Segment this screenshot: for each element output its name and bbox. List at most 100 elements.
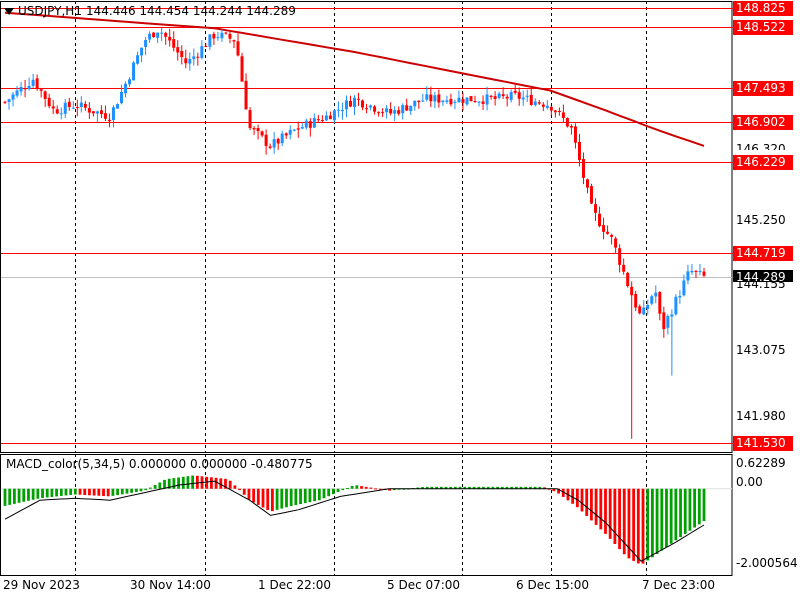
- candle-body: [541, 104, 545, 107]
- macd-histogram-bar: [496, 486, 499, 489]
- candle-body: [156, 32, 160, 38]
- macd-histogram-bar: [111, 488, 115, 496]
- macd-histogram-bar: [650, 488, 654, 558]
- candle-body: [107, 119, 111, 122]
- macd-caption: MACD_color(5,34,5) 0.000000 0.000000 -0.…: [6, 457, 313, 471]
- macd-histogram-bar: [233, 485, 237, 489]
- macd-histogram-bar: [444, 486, 448, 489]
- macd-histogram-bar: [575, 488, 579, 508]
- ohlc-values: 144.446 144.454 144.244 144.289: [85, 4, 296, 18]
- macd-histogram-bar: [364, 486, 368, 489]
- candle-body: [115, 104, 119, 109]
- candle-body: [698, 270, 702, 272]
- macd-histogram-bar: [378, 488, 382, 490]
- macd-histogram-bar: [238, 488, 241, 491]
- macd-histogram-bar: [289, 488, 293, 507]
- candle-body: [320, 120, 324, 122]
- candle-body: [594, 204, 598, 213]
- candle-body: [248, 110, 252, 129]
- candle-body: [336, 109, 340, 111]
- main-chart-frame: [0, 1, 733, 453]
- macd-histogram-bar: [416, 487, 420, 489]
- main-chart-caption: USDJPY,H1 144.446 144.454 144.244 144.28…: [4, 4, 296, 18]
- candle-body: [385, 108, 389, 113]
- candle-body: [252, 128, 256, 130]
- candle-body: [200, 46, 204, 58]
- candle-body: [397, 110, 401, 114]
- time-label-0: 29 Nov 2023: [3, 578, 80, 592]
- candle-body: [188, 59, 192, 64]
- macd-histogram-bar: [435, 486, 438, 489]
- macd-histogram-bar: [299, 488, 302, 505]
- candle-body: [682, 280, 686, 296]
- level-label-141530: 141.530: [733, 436, 793, 451]
- macd-histogram-bar: [585, 488, 589, 516]
- macd-histogram-bar: [514, 486, 518, 489]
- macd-histogram-bar: [543, 487, 546, 489]
- macd-histogram-bar: [252, 488, 256, 503]
- candle-body: [549, 106, 553, 111]
- candle-body: [168, 36, 172, 41]
- tick-label-141980: 141.980: [733, 409, 793, 424]
- candle-body: [505, 96, 509, 99]
- macd-histogram-bar: [599, 488, 603, 530]
- macd-histogram-bar: [219, 478, 223, 489]
- candle-body: [461, 99, 465, 103]
- candle-body: [690, 270, 694, 273]
- candle-body: [529, 94, 533, 105]
- candle-body: [561, 112, 565, 118]
- macd-histogram-bar: [674, 488, 678, 541]
- candle-body: [678, 295, 682, 298]
- macd-histogram-bar: [510, 486, 514, 489]
- candle-body: [87, 108, 91, 113]
- macd-histogram-bar: [139, 488, 143, 492]
- candle-body: [433, 95, 437, 102]
- time-label-2: 1 Dec 22:00: [258, 578, 332, 592]
- macd-histogram-bar: [205, 476, 209, 489]
- candle-body: [365, 108, 369, 110]
- macd-histogram-bar: [702, 488, 706, 522]
- macd-histogram-bar: [355, 485, 359, 489]
- macd-histogram-bar: [228, 480, 232, 489]
- candle-body: [136, 55, 140, 64]
- candle-body: [413, 100, 417, 107]
- macd-histogram-bar: [571, 488, 575, 504]
- candle-body: [3, 101, 7, 103]
- macd-histogram-bar: [669, 488, 673, 544]
- candle-body: [457, 97, 461, 103]
- macd-histogram-bar: [116, 488, 119, 496]
- candle-body: [377, 112, 381, 114]
- macd-histogram-bar: [308, 488, 312, 503]
- collapse-triangle-icon[interactable]: [4, 7, 14, 15]
- macd-histogram-bar: [181, 476, 185, 489]
- macd-histogram-bar: [17, 488, 21, 503]
- macd-histogram-bar: [646, 488, 650, 561]
- candle-body: [176, 47, 180, 53]
- macd-histogram-bar: [346, 488, 349, 490]
- macd-histogram-bar: [22, 488, 26, 502]
- candle-body: [152, 32, 156, 38]
- macd-histogram-bar: [463, 486, 467, 489]
- candle-body: [212, 33, 216, 39]
- candle-body: [626, 272, 630, 287]
- macd-histogram-bar: [210, 477, 213, 489]
- macd-histogram-bar: [41, 488, 44, 498]
- macd-histogram-bar: [683, 488, 687, 534]
- macd-histogram-bar: [186, 476, 190, 489]
- macd-histogram-bar: [134, 488, 138, 493]
- candle-body: [99, 110, 103, 115]
- candle-body: [405, 105, 409, 111]
- candle-body: [27, 86, 31, 89]
- candle-body: [228, 33, 232, 39]
- macd-histogram-bar: [242, 488, 246, 495]
- macd-histogram-bar: [55, 488, 59, 497]
- candle-body: [702, 271, 706, 276]
- candle-body: [111, 107, 115, 121]
- candle-body: [268, 146, 272, 148]
- candle-body: [19, 86, 23, 92]
- candle-body: [292, 129, 296, 131]
- macd-histogram-bar: [130, 488, 134, 493]
- candle-body: [164, 32, 168, 37]
